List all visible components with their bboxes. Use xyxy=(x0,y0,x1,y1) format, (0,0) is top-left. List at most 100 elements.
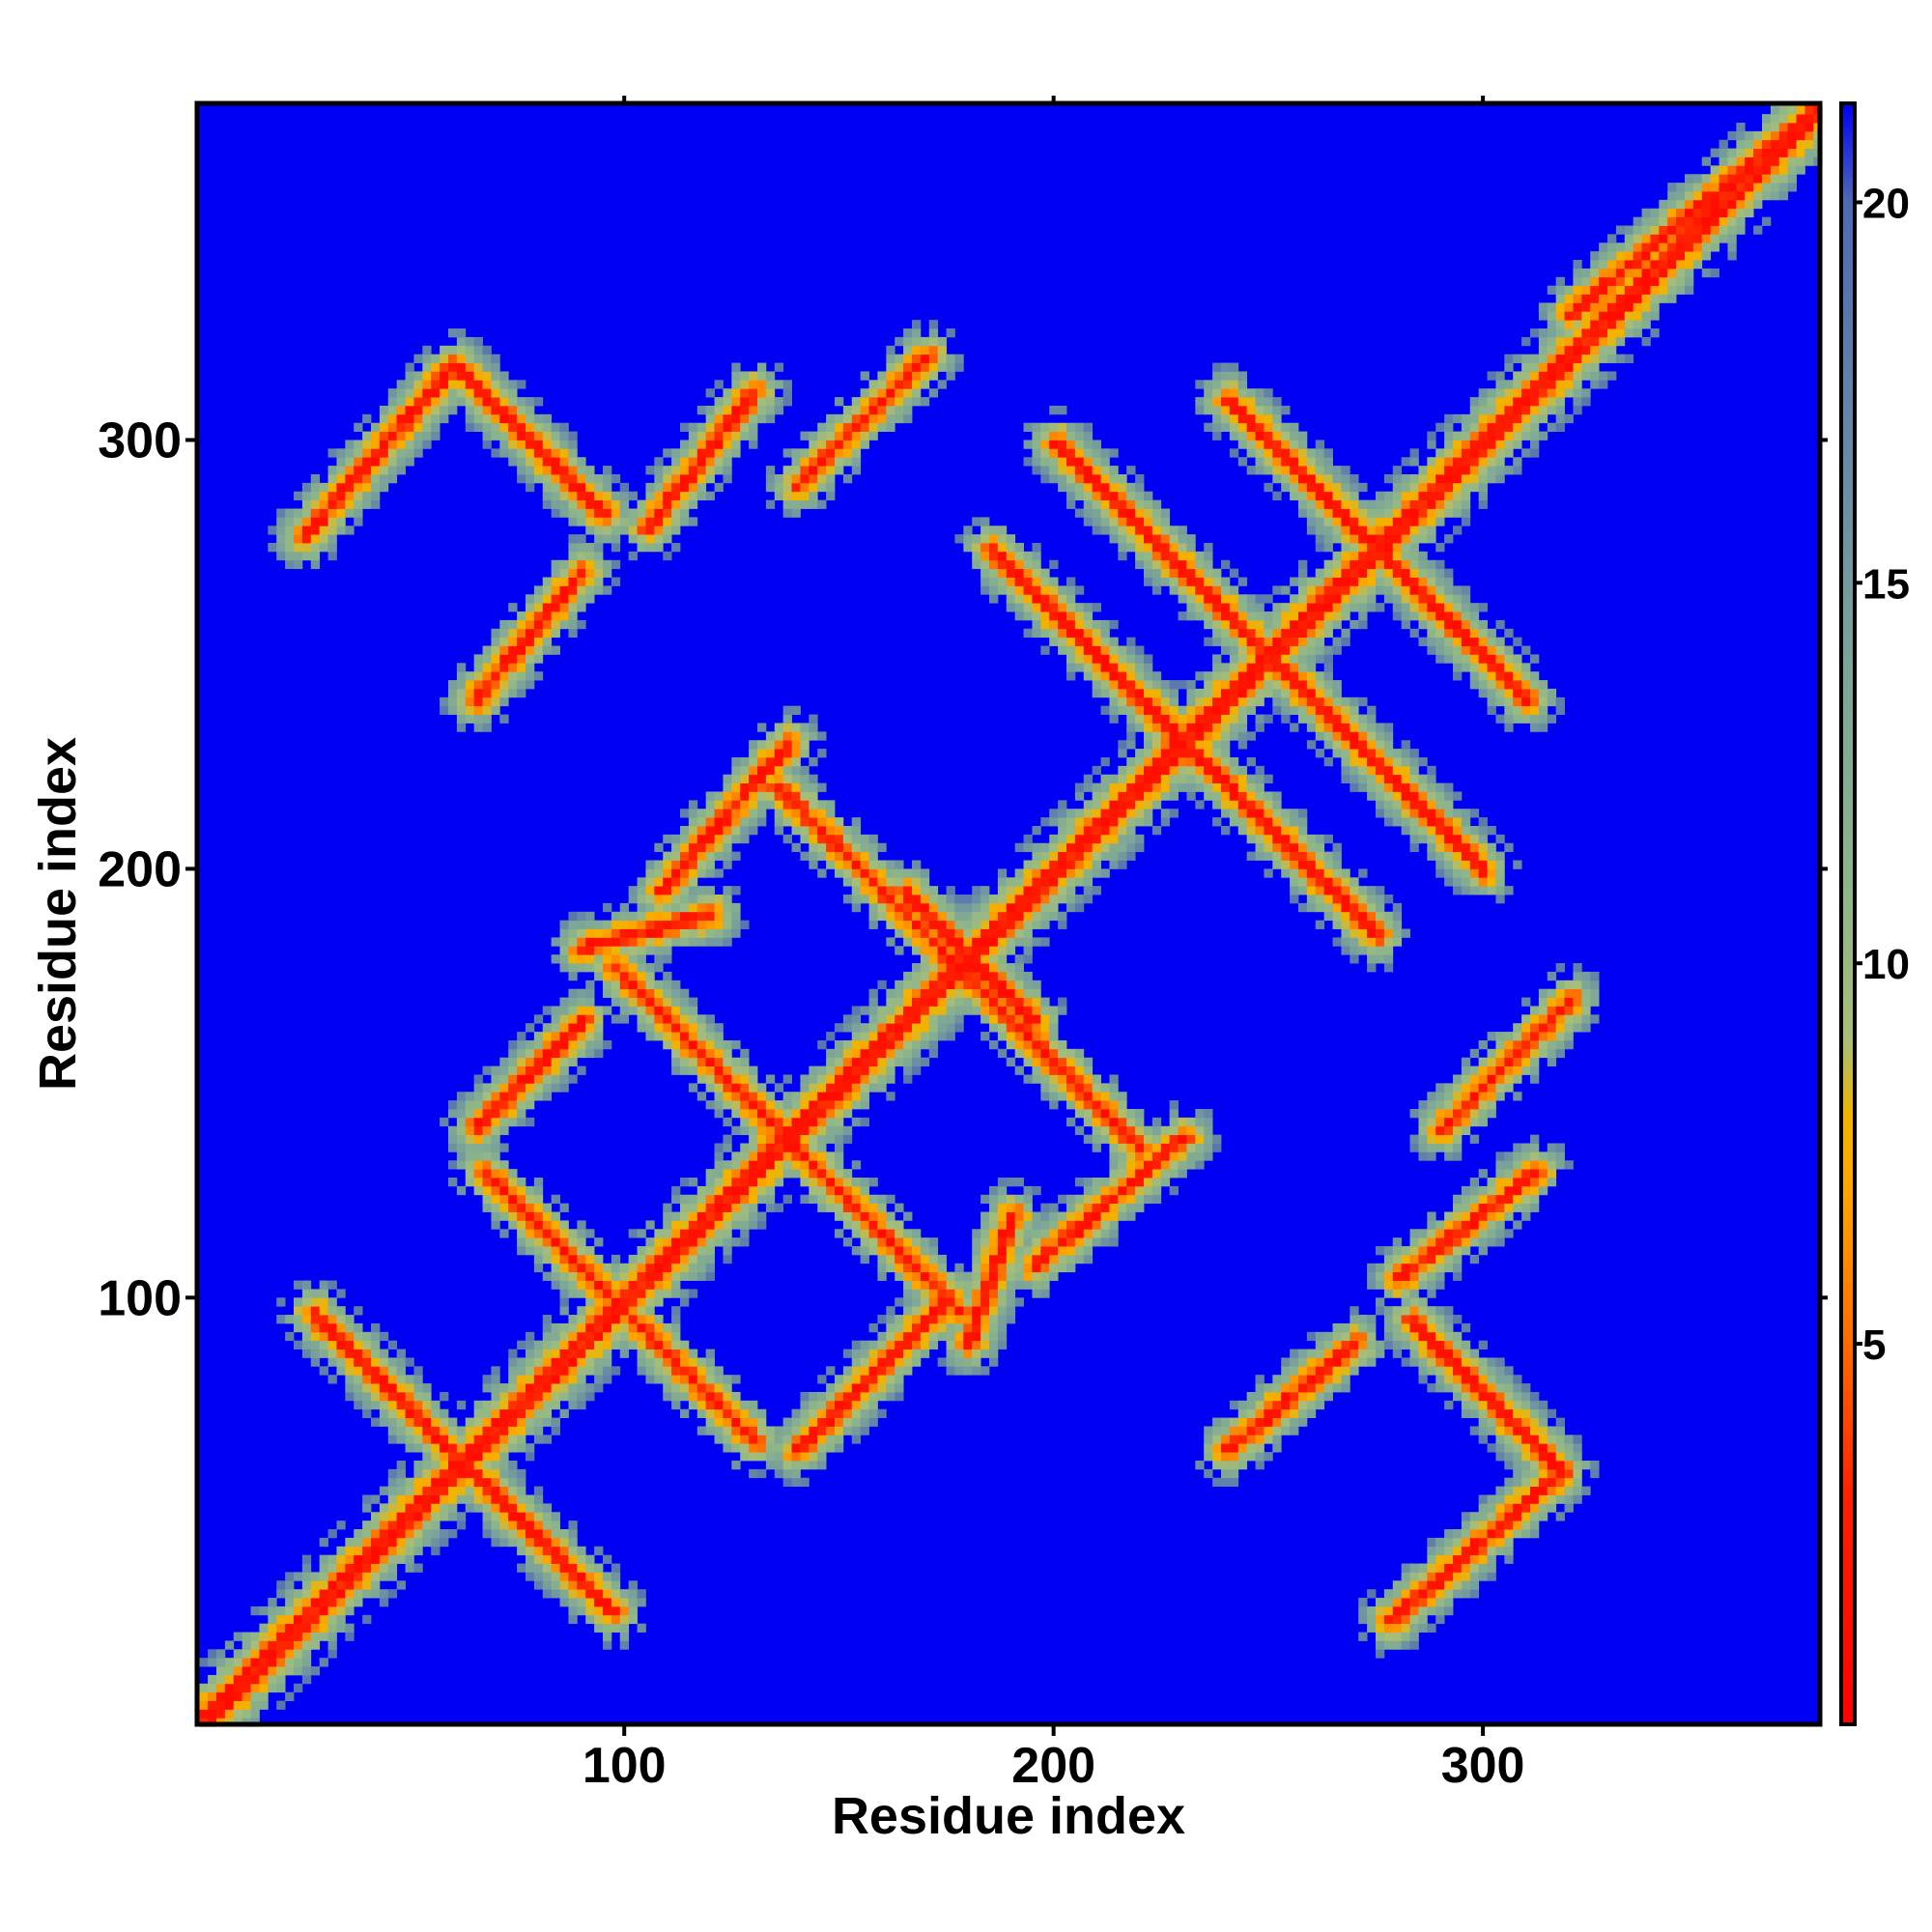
heatmap-cell xyxy=(688,1289,698,1298)
heatmap-cell xyxy=(268,1598,277,1607)
heatmap-cell xyxy=(559,1349,569,1358)
heatmap-cell xyxy=(1178,1151,1187,1161)
heatmap-cell xyxy=(422,388,432,398)
heatmap-cell xyxy=(963,1357,973,1367)
heatmap-cell xyxy=(757,362,767,372)
heatmap-cell xyxy=(851,1203,862,1212)
heatmap-cell xyxy=(1092,1211,1101,1221)
heatmap-cell xyxy=(354,1598,363,1607)
heatmap-cell xyxy=(1135,473,1145,484)
heatmap-cell xyxy=(362,1546,372,1556)
heatmap-cell xyxy=(405,380,414,389)
heatmap-cell xyxy=(645,997,655,1007)
heatmap-cell xyxy=(208,1691,217,1701)
heatmap-cell xyxy=(1074,1108,1085,1119)
heatmap-cell xyxy=(508,440,518,449)
heatmap-cell xyxy=(551,1280,560,1290)
heatmap-cell xyxy=(533,594,544,604)
heatmap-cell xyxy=(379,457,389,467)
heatmap-cell xyxy=(1006,971,1016,981)
heatmap-cell xyxy=(1151,1151,1162,1161)
heatmap-cell xyxy=(585,980,595,990)
heatmap-cell xyxy=(645,1349,655,1358)
heatmap-cell xyxy=(362,1340,372,1350)
heatmap-cell xyxy=(980,963,990,973)
heatmap-cell xyxy=(1049,1246,1059,1256)
heatmap-cell xyxy=(705,1426,715,1435)
heatmap-cell xyxy=(1066,1092,1076,1101)
heatmap-cell xyxy=(937,1306,947,1316)
heatmap-cell xyxy=(860,1065,869,1075)
heatmap-cell xyxy=(542,1563,553,1573)
heatmap-cell xyxy=(1186,585,1196,595)
heatmap-cell xyxy=(508,1512,518,1521)
heatmap-cell xyxy=(740,765,750,776)
heatmap-cell xyxy=(405,362,414,372)
heatmap-cell xyxy=(688,440,698,449)
heatmap-cell xyxy=(1058,1092,1067,1101)
heatmap-cell xyxy=(533,466,544,475)
heatmap-cell xyxy=(517,1546,526,1556)
heatmap-cell xyxy=(972,886,981,895)
heatmap-cell xyxy=(835,817,844,827)
heatmap-cell xyxy=(1178,1169,1187,1179)
heatmap-cell xyxy=(645,1306,655,1316)
heatmap-cell xyxy=(1212,1134,1222,1144)
heatmap-cell xyxy=(1151,534,1162,544)
heatmap-cell xyxy=(422,1408,432,1418)
heatmap-cell xyxy=(276,1605,286,1616)
heatmap-cell xyxy=(645,534,655,544)
heatmap-cell xyxy=(782,1134,792,1144)
heatmap-cell xyxy=(482,397,492,407)
heatmap-cell xyxy=(809,482,818,493)
heatmap-cell xyxy=(387,1486,398,1495)
heatmap-cell xyxy=(782,1452,792,1462)
heatmap-cell xyxy=(1049,628,1059,639)
heatmap-cell xyxy=(877,1229,887,1238)
heatmap-cell xyxy=(705,466,715,475)
heatmap-cell xyxy=(731,1125,741,1136)
heatmap-cell xyxy=(533,619,544,630)
heatmap-cell xyxy=(1066,491,1076,501)
heatmap-cell xyxy=(782,765,792,776)
heatmap-cell xyxy=(1032,1289,1041,1298)
heatmap-cell xyxy=(989,1246,999,1256)
heatmap-cell xyxy=(1040,1092,1050,1101)
heatmap-cell xyxy=(628,1297,638,1307)
heatmap-cell xyxy=(1135,1169,1145,1179)
heatmap-cell xyxy=(800,1435,810,1444)
heatmap-cell xyxy=(714,1169,724,1179)
heatmap-cell xyxy=(791,1408,801,1418)
heatmap-cell xyxy=(1178,1117,1187,1127)
heatmap-cell xyxy=(301,1297,312,1307)
heatmap-cell xyxy=(577,1331,586,1342)
heatmap-cell xyxy=(568,619,578,630)
heatmap-cell xyxy=(233,1666,243,1676)
heatmap-cell xyxy=(594,1322,604,1333)
heatmap-cell xyxy=(1126,714,1136,724)
heatmap-cell xyxy=(1092,517,1101,526)
heatmap-cell xyxy=(1083,817,1094,827)
heatmap-cell xyxy=(731,1211,741,1221)
heatmap-cell xyxy=(250,1605,260,1616)
heatmap-cell xyxy=(1212,731,1222,741)
heatmap-cell xyxy=(895,354,904,363)
heatmap-cell xyxy=(842,1349,853,1358)
heatmap-cell xyxy=(928,388,939,398)
heatmap-cell xyxy=(705,1229,715,1238)
heatmap-cell xyxy=(1118,663,1127,672)
heatmap-cell xyxy=(1023,1194,1033,1205)
heatmap-cell xyxy=(345,1598,355,1607)
heatmap-cell xyxy=(1126,543,1136,553)
heatmap-cell xyxy=(895,1220,904,1230)
heatmap-cell xyxy=(551,1048,560,1059)
heatmap-cell xyxy=(517,1057,526,1066)
heatmap-cell xyxy=(1092,473,1101,484)
heatmap-cell xyxy=(491,1486,500,1495)
heatmap-cell xyxy=(654,920,664,929)
heatmap-cell xyxy=(482,671,492,681)
heatmap-cell xyxy=(895,1014,904,1024)
heatmap-cell xyxy=(216,1700,226,1710)
heatmap-cell xyxy=(740,1435,750,1444)
heatmap-cell xyxy=(989,585,999,595)
